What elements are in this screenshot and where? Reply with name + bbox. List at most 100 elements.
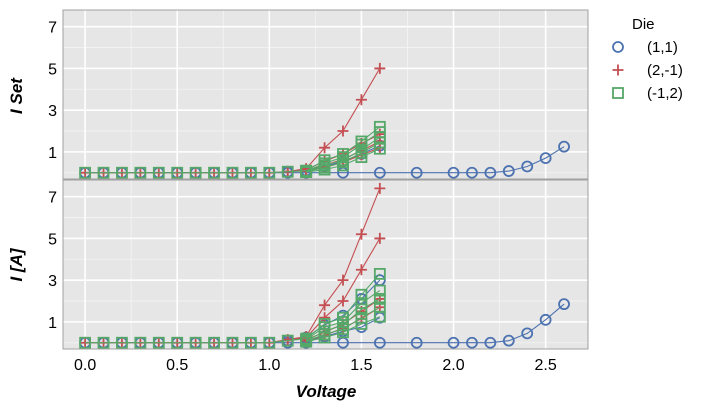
legend-label: (2,-1) <box>647 62 683 79</box>
data-point <box>558 140 570 153</box>
series-line <box>85 126 381 174</box>
data-point <box>373 336 386 349</box>
data-point <box>244 166 257 179</box>
series-(-1,2) <box>300 142 386 179</box>
x-axis: 0.0 0.5 1.0 1.5 2.0 2.5 <box>74 357 557 374</box>
series-line <box>85 273 381 344</box>
data-point <box>355 94 367 106</box>
data-point <box>189 336 202 349</box>
data-point <box>355 303 368 316</box>
data-point <box>373 142 386 155</box>
data-point <box>116 336 128 349</box>
data-point <box>263 166 276 179</box>
series-line <box>306 148 381 173</box>
legend-marker <box>612 64 624 76</box>
data-point <box>337 295 349 307</box>
data-point <box>281 334 294 347</box>
legend-entry: (2,-1) <box>612 62 683 79</box>
series-line <box>306 142 381 173</box>
data-point <box>319 142 331 154</box>
data-point <box>171 166 184 179</box>
x-tick-label: 2.5 <box>535 357 557 374</box>
plot-frame <box>62 179 589 350</box>
data-point <box>355 311 368 324</box>
data-point <box>484 336 497 349</box>
series-(-1,2) <box>300 310 386 348</box>
data-point <box>466 166 478 179</box>
data-point <box>355 297 368 309</box>
data-point <box>152 336 165 349</box>
data-point <box>374 62 386 74</box>
y-tick-label: 3 <box>48 103 57 120</box>
x-tick-label: 1.5 <box>350 357 372 374</box>
data-point <box>447 166 460 179</box>
data-point <box>226 336 239 349</box>
data-point <box>337 125 349 137</box>
legend-label: (1,1) <box>647 39 678 56</box>
data-point <box>226 166 239 179</box>
data-point <box>300 335 313 348</box>
y-tick-label: 7 <box>48 20 57 37</box>
data-point <box>134 336 147 349</box>
x-tick-label: 0.5 <box>166 357 188 374</box>
panel-i-set: 1 3 5 7 <box>48 9 589 180</box>
y-axis-label-current: I [A] <box>7 247 26 281</box>
data-point <box>281 165 294 178</box>
data-point <box>318 163 331 176</box>
data-point <box>208 166 220 179</box>
series-line <box>305 290 381 341</box>
data-point <box>521 327 534 340</box>
data-point <box>97 166 110 179</box>
data-point <box>79 166 92 179</box>
legend-label: (-1,2) <box>647 85 683 102</box>
legend-marker <box>612 87 624 99</box>
data-point <box>337 326 349 339</box>
data-point <box>319 299 331 311</box>
data-point <box>410 166 423 179</box>
legend-title: Die <box>632 16 655 33</box>
data-point <box>373 293 386 305</box>
x-tick-label: 0.0 <box>74 357 96 374</box>
legend-entry: (-1,2) <box>612 85 683 102</box>
y-axis-label-i-set: I Set <box>7 77 26 114</box>
data-point <box>189 166 202 179</box>
data-point <box>539 313 552 326</box>
legend-marker <box>612 41 624 53</box>
plot-background <box>63 10 588 179</box>
plot-frame <box>62 9 589 180</box>
data-point <box>374 182 386 194</box>
data-point <box>244 336 257 349</box>
y-tick-label: 5 <box>48 231 57 248</box>
series-line <box>306 316 381 343</box>
data-point <box>502 334 515 347</box>
data-point <box>337 159 349 172</box>
data-point <box>539 152 552 165</box>
data-point <box>521 160 534 173</box>
series-line <box>306 306 381 342</box>
y-tick-label: 1 <box>48 145 57 162</box>
data-point <box>263 336 276 349</box>
data-point <box>355 288 368 301</box>
data-point <box>337 274 349 286</box>
y-tick-label: 7 <box>48 190 57 207</box>
data-point <box>466 336 478 349</box>
data-point <box>558 298 570 311</box>
data-point <box>355 151 368 163</box>
legend: Die (1,1) (2,-1) (-1,2) <box>612 16 683 102</box>
x-axis-label: Voltage <box>296 382 357 401</box>
y-tick-label: 1 <box>48 315 57 332</box>
data-point <box>208 336 220 349</box>
x-tick-label: 2.0 <box>442 357 464 374</box>
data-point <box>410 336 423 349</box>
x-tick-label: 1.0 <box>258 357 280 374</box>
data-point <box>134 166 147 179</box>
data-point <box>355 264 367 276</box>
data-point <box>97 336 110 349</box>
data-point <box>373 136 386 149</box>
data-point <box>152 166 165 179</box>
data-point <box>373 284 386 297</box>
data-point <box>373 310 386 323</box>
data-point <box>502 165 515 177</box>
